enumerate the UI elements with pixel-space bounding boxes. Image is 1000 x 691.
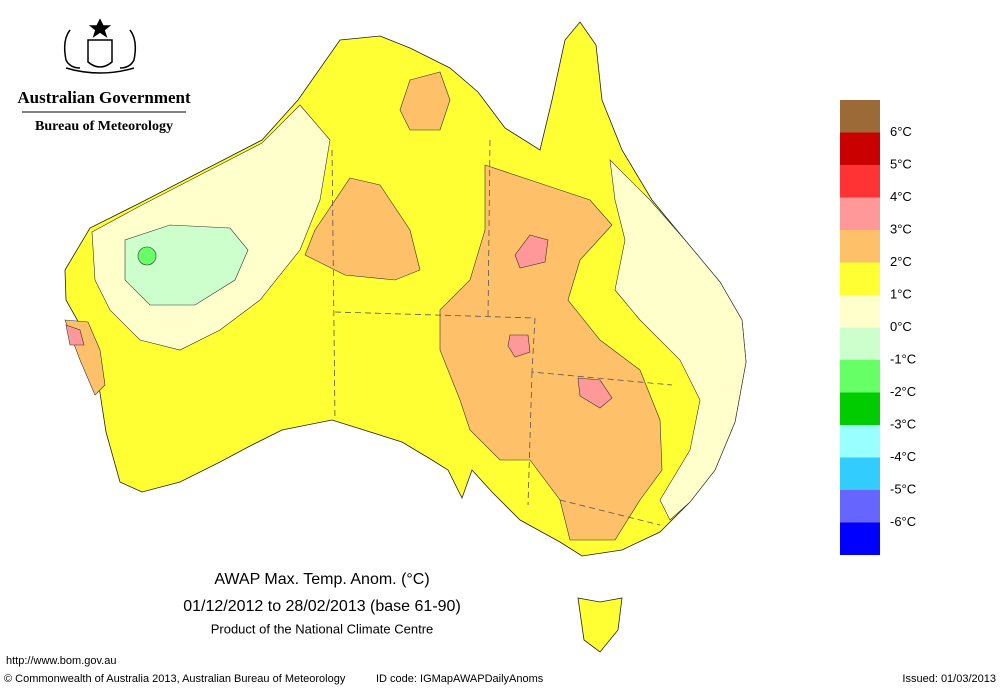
legend-label: -1°C bbox=[890, 351, 916, 366]
anomaly-2-3-north bbox=[399, 71, 451, 131]
legend-label: 3°C bbox=[890, 221, 912, 236]
legend-label: 0°C bbox=[890, 319, 912, 334]
legend-swatch bbox=[840, 360, 880, 393]
legend-label: -4°C bbox=[890, 449, 916, 464]
anomaly-3-4-c bbox=[577, 377, 613, 409]
legend-label: 1°C bbox=[890, 286, 912, 301]
gov-title: Australian Government bbox=[17, 88, 191, 107]
legend-swatch bbox=[840, 100, 880, 133]
anomaly-3-4-a bbox=[514, 234, 549, 269]
legend-label: 4°C bbox=[890, 189, 912, 204]
legend-swatch bbox=[840, 165, 880, 198]
legend-label: -6°C bbox=[890, 514, 916, 529]
legend-label: -3°C bbox=[890, 416, 916, 431]
legend-swatch bbox=[840, 425, 880, 458]
legend: 6°C 5°C 4°C 3°C 2°C 1°C 0°C -1°C -2°C -3°C -4°C -5°… bbox=[840, 100, 916, 555]
url: http://www.bom.gov.au bbox=[6, 655, 116, 667]
state-borders bbox=[331, 139, 673, 526]
legend-swatch bbox=[840, 132, 880, 165]
anomaly-neg2-neg1 bbox=[137, 246, 157, 266]
map-period: 01/12/2012 to 28/02/2013 (base 61-90) bbox=[183, 598, 461, 615]
legend-swatch bbox=[840, 327, 880, 360]
legend-swatch bbox=[840, 392, 880, 425]
copyright: © Commonwealth of Australia 2013, Austra… bbox=[4, 673, 346, 685]
legend-swatch bbox=[840, 490, 880, 523]
anomaly-2-3-east bbox=[439, 164, 663, 541]
legend-label: 5°C bbox=[890, 156, 912, 171]
legend-swatch bbox=[840, 197, 880, 230]
map-product: Product of the National Climate Centre bbox=[211, 621, 434, 636]
id-code: ID code: IGMapAWAPDailyAnoms bbox=[376, 673, 544, 685]
legend-label: -5°C bbox=[890, 481, 916, 496]
issued: Issued: 01/03/2013 bbox=[902, 673, 996, 685]
map bbox=[64, 21, 747, 653]
legend-swatch bbox=[840, 262, 880, 295]
anomaly-3-4-b bbox=[507, 334, 531, 358]
legend-swatch bbox=[840, 457, 880, 490]
legend-swatch bbox=[840, 522, 880, 555]
anomaly-3-4-wa bbox=[65, 324, 85, 346]
legend-label: 6°C bbox=[890, 124, 912, 139]
anomaly-2-3-nt bbox=[304, 177, 421, 281]
anomaly-neg1-0 bbox=[124, 224, 249, 306]
legend-label: -2°C bbox=[890, 384, 916, 399]
map-title: AWAP Max. Temp. Anom. (°C) bbox=[214, 571, 429, 588]
tasmania bbox=[577, 597, 623, 653]
legend-swatch bbox=[840, 230, 880, 263]
legend-swatch bbox=[840, 295, 880, 328]
legend-label: 2°C bbox=[890, 254, 912, 269]
bureau-title: Bureau of Meteorology bbox=[35, 119, 173, 134]
coat-of-arms bbox=[63, 18, 137, 74]
anomaly-0-1-east bbox=[609, 159, 747, 521]
